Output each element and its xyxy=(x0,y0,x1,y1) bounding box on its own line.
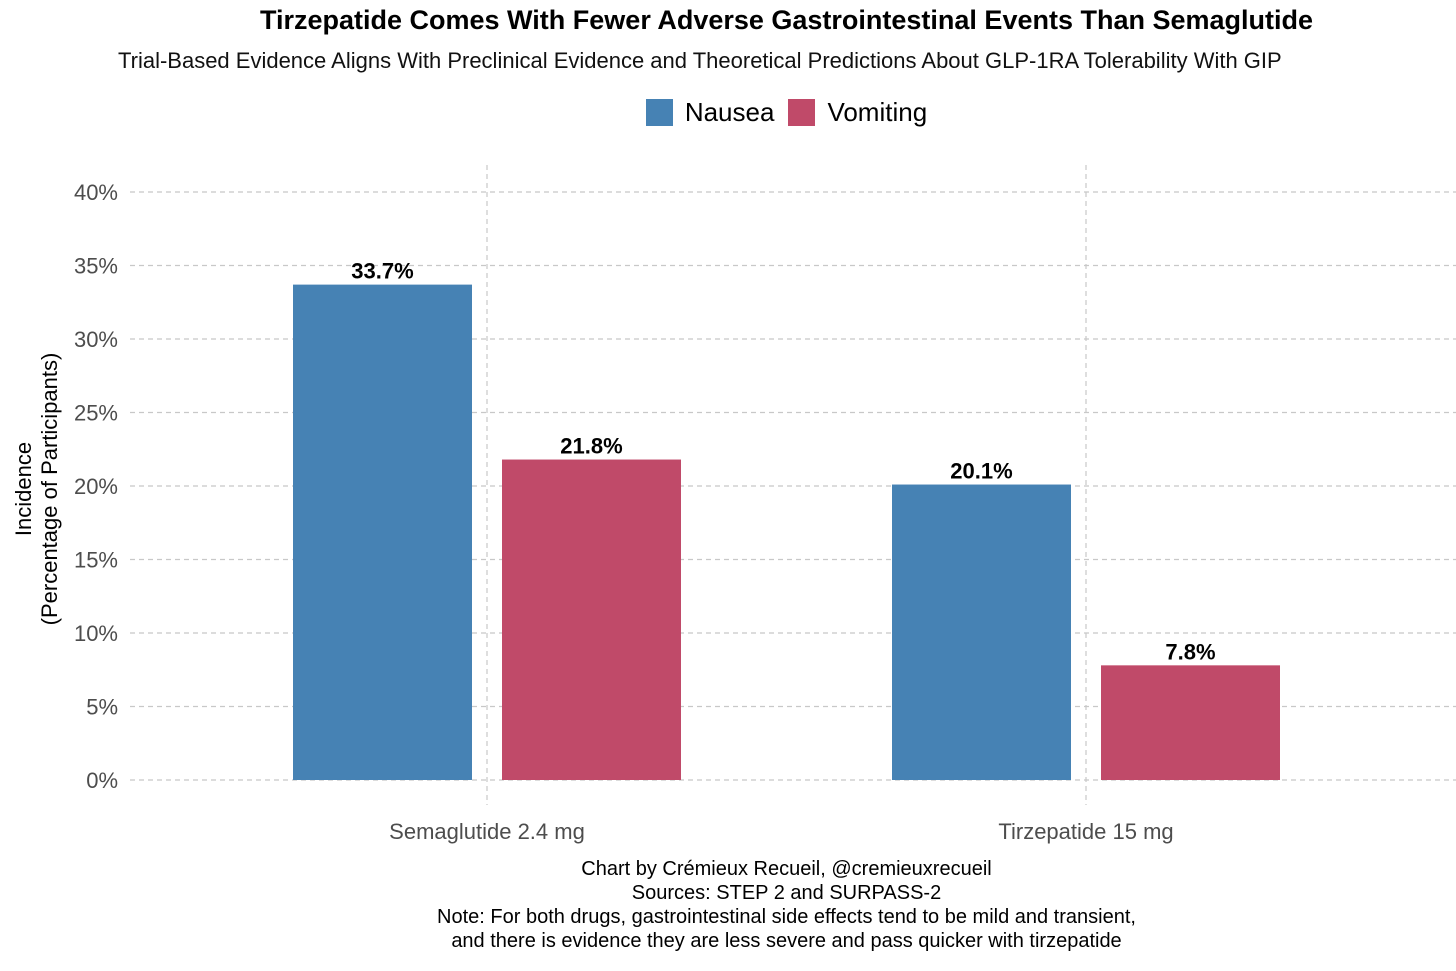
bar-vomiting xyxy=(502,459,681,780)
x-tick-label: Tirzepatide 15 mg xyxy=(998,819,1173,844)
legend-swatch-vomiting xyxy=(788,99,816,126)
chart-title: Tirzepatide Comes With Fewer Adverse Gas… xyxy=(259,5,1314,35)
bar-nausea xyxy=(892,484,1071,780)
y-tick-label: 10% xyxy=(74,621,118,646)
legend-item-nausea: Nausea xyxy=(645,97,775,128)
legend-swatch-nausea xyxy=(645,99,673,126)
legend: Nausea Vomiting xyxy=(0,97,1456,128)
legend-item-vomiting: Vomiting xyxy=(788,97,927,128)
y-tick-label: 20% xyxy=(74,474,118,499)
bar-value-label: 21.8% xyxy=(560,434,622,459)
bar-nausea xyxy=(293,284,472,780)
bar-value-label: 20.1% xyxy=(950,459,1012,484)
y-tick-label: 0% xyxy=(86,768,118,793)
y-tick-label: 40% xyxy=(74,180,118,205)
y-tick-label: 30% xyxy=(74,327,118,352)
caption: Chart by Crémieux Recueil, @cremieuxrecu… xyxy=(0,857,1456,953)
bar-vomiting xyxy=(1101,665,1280,780)
y-tick-label: 35% xyxy=(74,254,118,279)
caption-credit: Chart by Crémieux Recueil, @cremieuxrecu… xyxy=(581,858,992,880)
legend-label-nausea: Nausea xyxy=(684,97,775,127)
bar-value-label: 7.8% xyxy=(1165,639,1215,664)
y-tick-label: 5% xyxy=(86,695,118,720)
x-tick-label: Semaglutide 2.4 mg xyxy=(389,819,585,844)
legend-label-vomiting: Vomiting xyxy=(827,97,928,127)
y-tick-label: 25% xyxy=(74,401,118,426)
chart-subtitle: Trial-Based Evidence Aligns With Preclin… xyxy=(118,48,1282,73)
caption-note-line1: Note: For both drugs, gastrointestinal s… xyxy=(437,906,1136,928)
caption-sources: Sources: STEP 2 and SURPASS-2 xyxy=(631,882,942,904)
bar-value-label: 33.7% xyxy=(351,259,413,284)
y-tick-label: 15% xyxy=(74,548,118,573)
caption-note-line2: and there is evidence they are less seve… xyxy=(451,930,1122,952)
